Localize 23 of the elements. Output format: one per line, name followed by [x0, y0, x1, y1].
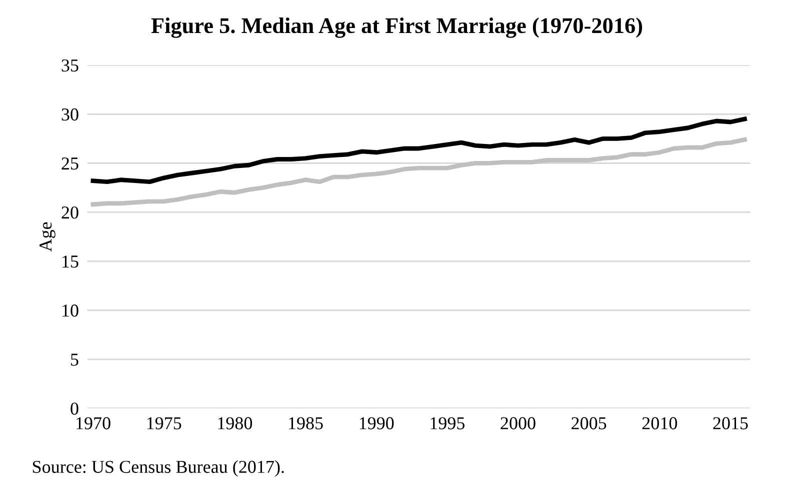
x-tick-label: 2000 — [500, 417, 536, 430]
y-axis-title: Age — [40, 222, 56, 252]
x-tick-label: 2005 — [572, 417, 606, 430]
y-tick-label: 0 — [70, 402, 78, 415]
x-tick-label: 1985 — [289, 417, 323, 430]
line-series — [90, 137, 747, 207]
x-tick-label: 1980 — [218, 417, 252, 430]
y-tick-label: 30 — [62, 108, 78, 121]
x-tick-label: 2010 — [642, 417, 678, 430]
y-tick-label: 5 — [71, 354, 78, 366]
x-tick-label: 1995 — [430, 417, 465, 430]
chart-title: Figure 5. Median Age at First Marriage (1970-2016) — [151, 18, 642, 38]
x-tick-label: 1975 — [147, 417, 182, 430]
y-tick-label: 15 — [62, 256, 78, 268]
y-tick-label: 25 — [62, 157, 78, 170]
line-series — [90, 116, 747, 184]
x-tick-label: 1990 — [360, 417, 394, 430]
y-tick-label: 20 — [62, 206, 78, 219]
source-note: Source: US Census Bureau (2017). — [32, 460, 284, 477]
x-tick-label: 2015 — [713, 417, 748, 430]
y-tick-label: 35 — [62, 59, 78, 72]
y-tick-label: 10 — [62, 304, 78, 317]
x-tick-label: 1970 — [76, 417, 110, 430]
